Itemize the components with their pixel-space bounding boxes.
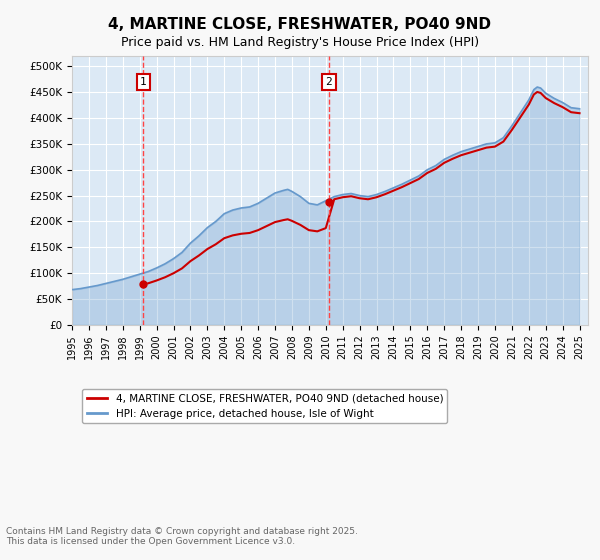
Legend: 4, MARTINE CLOSE, FRESHWATER, PO40 9ND (detached house), HPI: Average price, det: 4, MARTINE CLOSE, FRESHWATER, PO40 9ND (… (82, 389, 448, 423)
Text: Price paid vs. HM Land Registry's House Price Index (HPI): Price paid vs. HM Land Registry's House … (121, 36, 479, 49)
Text: 2: 2 (326, 77, 332, 87)
Text: Contains HM Land Registry data © Crown copyright and database right 2025.
This d: Contains HM Land Registry data © Crown c… (6, 526, 358, 546)
Text: 4, MARTINE CLOSE, FRESHWATER, PO40 9ND: 4, MARTINE CLOSE, FRESHWATER, PO40 9ND (109, 17, 491, 32)
Text: 1: 1 (140, 77, 146, 87)
